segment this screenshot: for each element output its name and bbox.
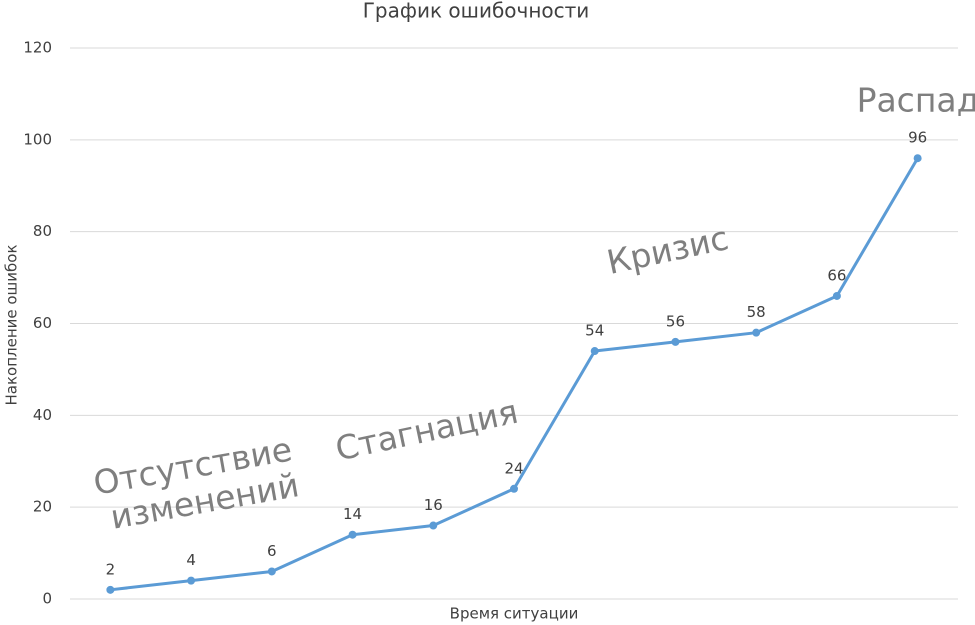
data-label: 96 [908,129,927,147]
data-point [832,291,841,300]
y-tick-label: 120 [23,39,52,57]
y-tick-label: 40 [33,406,52,424]
data-point [752,328,761,337]
annotation: Кризис [603,218,731,282]
data-label: 2 [106,560,116,578]
data-point [267,567,276,576]
data-label: 14 [343,505,362,523]
data-point [510,484,518,493]
y-axis-label: Накопление ошибок [3,244,21,405]
y-tick-label: 60 [33,314,52,332]
y-tick-label: 0 [42,590,52,608]
data-label: 24 [504,459,523,477]
data-label: 16 [424,496,443,514]
data-label: 4 [186,551,196,569]
data-point [348,530,357,539]
y-tick-label: 100 [23,130,52,148]
chart-title: График ошибочности [363,0,590,23]
data-point [429,521,438,530]
data-label: 56 [666,312,685,330]
data-point [913,154,922,163]
data-label: 6 [267,542,277,560]
data-point [590,347,599,356]
x-axis-label: Время ситуации [450,605,579,623]
data-point [106,585,115,594]
data-label: 54 [585,322,604,340]
data-point [671,337,680,346]
data-label: 58 [747,303,766,321]
data-point [187,576,196,585]
y-tick-label: 80 [33,222,52,240]
data-line [110,157,919,592]
y-tick-label: 20 [33,498,52,516]
annotation: Распад [857,81,975,120]
annotation: Стагнация [332,392,521,469]
data-label: 66 [827,266,846,284]
